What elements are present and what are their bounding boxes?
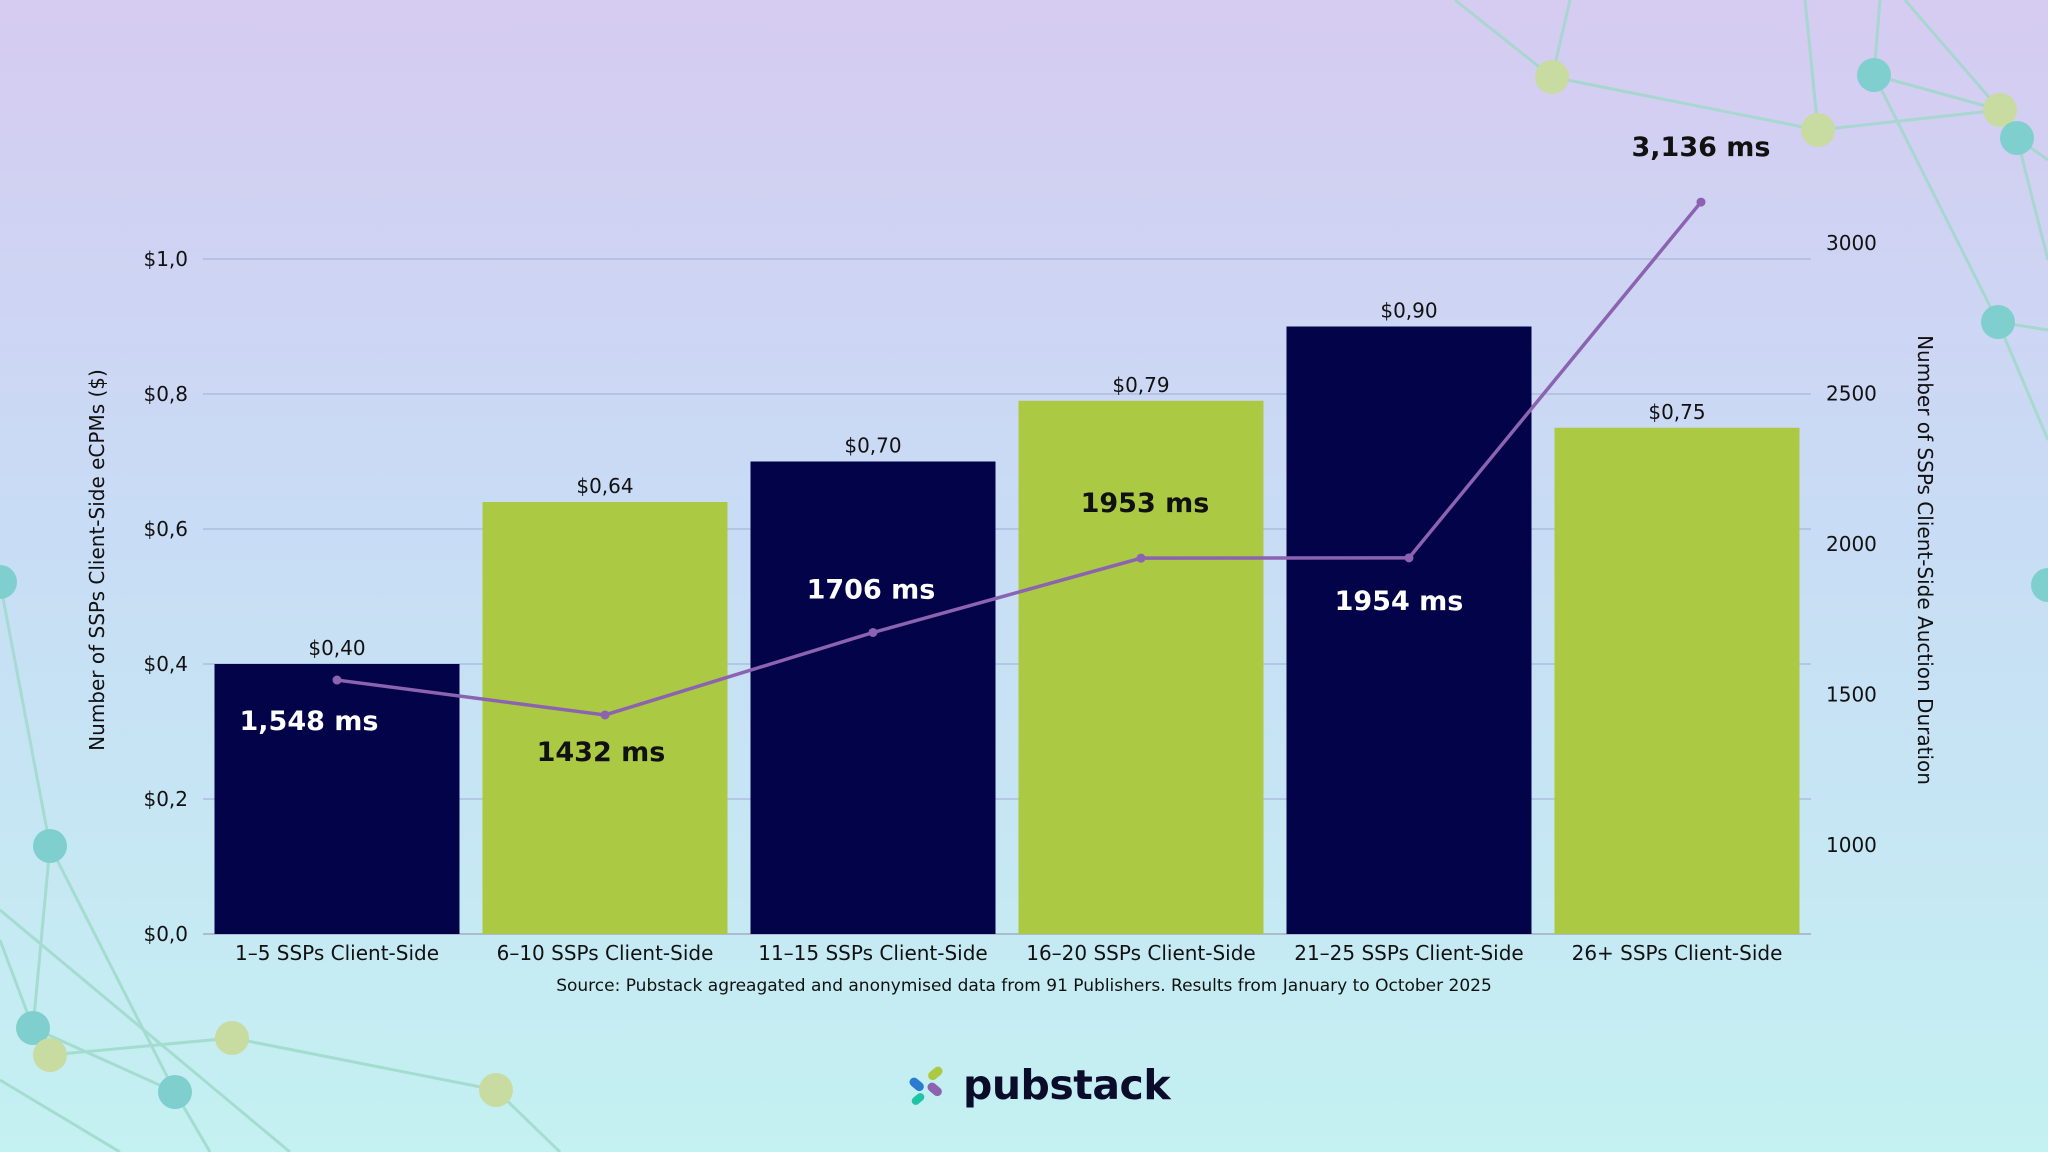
pubstack-logo-icon xyxy=(909,1066,943,1105)
left-tick-label: $0,2 xyxy=(143,787,188,811)
duration-point xyxy=(1404,553,1414,563)
bar-value-label: $0,90 xyxy=(1380,299,1437,323)
duration-point xyxy=(868,627,878,637)
duration-label: 1706 ms xyxy=(807,574,936,605)
bar-value-label: $0,40 xyxy=(308,636,365,660)
bar xyxy=(1554,427,1800,934)
bar-value-label: $0,75 xyxy=(1648,400,1705,424)
category-label: 1–5 SSPs Client-Side xyxy=(235,941,439,965)
left-axis-title: Number of SSPs Client-Side eCPMs ($) xyxy=(85,369,109,751)
category-labels: 1–5 SSPs Client-Side 6–10 SSPs Client-Sid… xyxy=(235,941,1782,965)
duration-label: 1954 ms xyxy=(1335,586,1464,617)
duration-point xyxy=(600,710,610,720)
left-tick-label: $0,0 xyxy=(143,922,188,946)
duration-point xyxy=(1696,197,1706,207)
pubstack-logo: pubstack xyxy=(905,1055,1171,1115)
category-label: 26+ SSPs Client-Side xyxy=(1572,941,1783,965)
right-axis-ticks: 1000 1500 2000 2500 3000 xyxy=(1826,231,1877,857)
category-label: 21–25 SSPs Client-Side xyxy=(1294,941,1524,965)
bar xyxy=(750,461,996,934)
category-label: 6–10 SSPs Client-Side xyxy=(497,941,714,965)
pubstack-logo-text: pubstack xyxy=(963,1061,1171,1109)
bar xyxy=(214,664,460,934)
left-tick-label: $0,6 xyxy=(143,517,188,541)
bar xyxy=(1018,400,1264,934)
duration-line-path xyxy=(336,200,1703,717)
left-tick-label: $1,0 xyxy=(143,247,188,271)
category-label: 16–20 SSPs Client-Side xyxy=(1026,941,1256,965)
bar-value-label: $0,64 xyxy=(576,474,633,498)
duration-line xyxy=(332,197,1706,720)
right-tick-label: 2000 xyxy=(1826,532,1877,556)
left-axis-ticks: $0,0 $0,2 $0,4 $0,6 $0,8 $1,0 xyxy=(143,247,188,946)
right-axis-title: Number of SSPs Client-Side Auction Durat… xyxy=(1913,335,1937,785)
left-tick-label: $0,4 xyxy=(143,652,188,676)
bar-value-labels: $0,40 $0,64 $0,70 $0,79 $0,90 $0,75 xyxy=(308,299,1705,661)
right-tick-label: 3000 xyxy=(1826,231,1877,255)
duration-labels: 1,548 ms 1432 ms 1706 ms 1953 ms 1954 ms 3,13… xyxy=(239,132,1770,768)
category-label: 11–15 SSPs Client-Side xyxy=(758,941,988,965)
duration-label: 3,136 ms xyxy=(1631,132,1770,163)
right-tick-label: 2500 xyxy=(1826,382,1877,406)
duration-label: 1,548 ms xyxy=(239,706,378,737)
duration-point xyxy=(332,675,342,685)
duration-label: 1432 ms xyxy=(537,737,666,768)
bar-value-label: $0,70 xyxy=(844,434,901,458)
source-note: Source: Pubstack agreagated and anonymis… xyxy=(556,976,1492,996)
duration-point xyxy=(1136,553,1146,563)
bar xyxy=(1286,326,1532,934)
bar-value-label: $0,79 xyxy=(1112,373,1169,397)
right-tick-label: 1500 xyxy=(1826,683,1877,707)
left-tick-label: $0,8 xyxy=(143,382,188,406)
bars xyxy=(214,326,1800,934)
duration-label: 1953 ms xyxy=(1081,488,1210,519)
right-tick-label: 1000 xyxy=(1826,833,1877,857)
